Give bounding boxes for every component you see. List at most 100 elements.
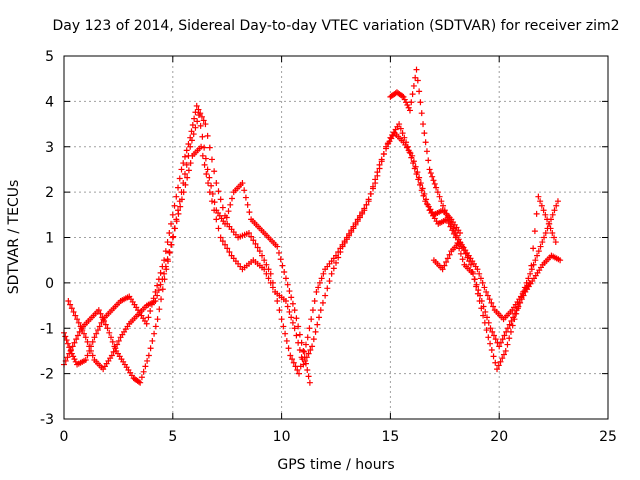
data-point-interp — [488, 299, 495, 306]
data-point-interp — [77, 323, 84, 330]
data-point-interp — [489, 328, 496, 335]
data-point-interp — [66, 350, 73, 357]
data-point-interp — [542, 229, 549, 236]
data-point-interp — [180, 160, 187, 167]
data-point-interp — [64, 340, 71, 347]
data-point-interp — [227, 201, 234, 208]
y-tick-label: -2 — [40, 367, 54, 383]
y-tick-label: 5 — [45, 49, 54, 65]
series-track-4 — [387, 66, 561, 373]
data-point-interp — [551, 207, 558, 214]
data-point-interp — [423, 196, 430, 203]
data-point-interp — [307, 347, 314, 354]
data-point-interp — [504, 341, 511, 348]
data-point-interp — [443, 259, 450, 266]
data-point-interp — [399, 92, 406, 99]
data-point — [95, 307, 102, 314]
data-point-interp — [506, 335, 513, 342]
series-track-2 — [61, 130, 564, 386]
x-tick-label: 25 — [599, 429, 617, 445]
data-point — [198, 143, 205, 150]
data-point-interp — [427, 170, 434, 177]
data-point-interp — [156, 306, 163, 313]
data-point-interp — [246, 209, 253, 216]
data-point-interp — [421, 130, 428, 137]
data-point-interp — [419, 185, 426, 192]
data-point-interp — [369, 185, 376, 192]
data-point-interp — [412, 163, 419, 170]
data-point-interp — [409, 91, 416, 98]
data-point-interp — [250, 237, 257, 244]
data-point-interp — [290, 359, 297, 366]
y-tick-label: -1 — [40, 321, 54, 337]
data-point-interp — [222, 241, 229, 248]
data-point — [204, 166, 211, 173]
data-point-interp — [225, 208, 232, 215]
data-point-interp — [277, 256, 284, 263]
data-point-interp — [192, 124, 199, 131]
series-track-5 — [430, 193, 559, 323]
data-point — [309, 343, 316, 350]
data-point — [361, 207, 368, 214]
data-point-interp — [296, 331, 303, 338]
data-point-interp — [401, 134, 408, 141]
data-point — [245, 229, 252, 236]
data-point-interp — [147, 308, 154, 315]
data-point-interp — [380, 151, 387, 158]
data-point-interp — [399, 130, 406, 137]
data-point-interp — [183, 161, 190, 168]
data-point-interp — [70, 353, 77, 360]
data-point-interp — [181, 153, 188, 160]
data-point-interp — [490, 303, 497, 310]
data-point-interp — [73, 336, 80, 343]
data-point — [193, 102, 200, 109]
data-point-interp — [213, 216, 220, 223]
data-point-interp — [424, 201, 431, 208]
data-point-interp — [252, 240, 259, 247]
data-point-interp — [195, 106, 202, 113]
data-point-interp — [209, 190, 216, 197]
data-point-interp — [226, 249, 233, 256]
data-point-interp — [352, 221, 359, 228]
data-point — [400, 93, 407, 100]
data-point-interp — [539, 239, 546, 246]
data-point-interp — [456, 245, 463, 252]
data-point — [274, 243, 281, 250]
data-point-interp — [525, 275, 532, 282]
data-point-interp — [173, 216, 180, 223]
data-point — [169, 211, 176, 218]
data-point-interp — [138, 374, 145, 381]
x-tick-label: 0 — [60, 429, 69, 445]
data-point-interp — [72, 312, 79, 319]
data-point — [65, 298, 72, 305]
data-point-interp — [509, 322, 516, 329]
data-point-interp — [166, 249, 173, 256]
data-point — [278, 316, 285, 323]
data-point — [487, 325, 494, 332]
data-point-interp — [408, 99, 415, 106]
data-point-interp — [206, 174, 213, 181]
data-point-interp — [324, 285, 331, 292]
data-point-interp — [102, 321, 109, 328]
data-point-interp — [508, 317, 515, 324]
data-point-interp — [293, 315, 300, 322]
data-point — [69, 343, 76, 350]
data-point-interp — [500, 351, 507, 358]
data-point-interp — [286, 288, 293, 295]
data-point-interp — [110, 348, 117, 355]
data-point-interp — [488, 347, 495, 354]
data-point-interp — [532, 257, 539, 264]
data-point — [409, 152, 416, 159]
data-point-interp — [318, 275, 325, 282]
data-point-interp — [335, 254, 342, 261]
data-point-interp — [312, 328, 319, 335]
data-point-interp — [194, 118, 201, 125]
data-point-interp — [367, 190, 374, 197]
data-point-interp — [441, 262, 448, 269]
x-tick-label: 5 — [168, 429, 177, 445]
data-point — [433, 184, 440, 191]
data-point — [152, 288, 159, 295]
data-point-interp — [248, 233, 255, 240]
data-point-interp — [274, 298, 281, 305]
